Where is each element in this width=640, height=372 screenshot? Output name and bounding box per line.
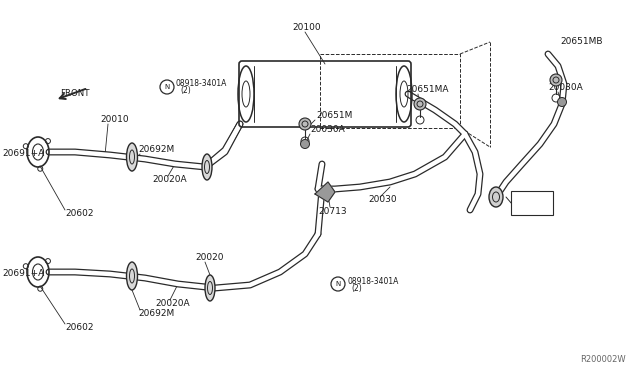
Text: 20651MA: 20651MA [406, 86, 449, 94]
Text: FRONT: FRONT [60, 89, 90, 97]
Circle shape [301, 140, 310, 148]
Ellipse shape [205, 275, 215, 301]
Text: 2040D: 2040D [514, 199, 541, 208]
Text: 20020A: 20020A [152, 176, 187, 185]
Text: N: N [164, 84, 170, 90]
Circle shape [550, 74, 562, 86]
Text: 20651M: 20651M [316, 112, 353, 121]
Text: (2): (2) [351, 283, 362, 292]
Circle shape [557, 97, 566, 106]
Text: 20692M: 20692M [138, 310, 174, 318]
Text: 20602: 20602 [65, 324, 93, 333]
Text: 20691+A: 20691+A [2, 269, 44, 279]
Text: 20692M: 20692M [138, 145, 174, 154]
Text: N: N [335, 281, 340, 287]
Text: 08918-3401A: 08918-3401A [176, 80, 227, 89]
Text: 20010: 20010 [100, 115, 129, 125]
Ellipse shape [127, 143, 138, 171]
Text: 08918-3401A: 08918-3401A [347, 276, 398, 285]
Ellipse shape [202, 154, 212, 180]
Ellipse shape [127, 262, 138, 290]
Circle shape [299, 118, 311, 130]
Text: 20020: 20020 [195, 253, 223, 263]
Text: 20602: 20602 [65, 209, 93, 218]
Text: 20020A: 20020A [155, 299, 189, 308]
Text: 20100: 20100 [292, 22, 321, 32]
Text: 20030: 20030 [368, 196, 397, 205]
Text: 20030A: 20030A [310, 125, 345, 135]
Polygon shape [315, 182, 335, 202]
Text: 20651MB: 20651MB [560, 38, 602, 46]
Ellipse shape [489, 187, 503, 207]
FancyBboxPatch shape [511, 191, 553, 215]
Text: 20713: 20713 [318, 206, 347, 215]
Text: 20030A: 20030A [548, 83, 583, 93]
Text: R200002W: R200002W [580, 356, 626, 365]
Text: 20691+A: 20691+A [2, 150, 44, 158]
Circle shape [414, 98, 426, 110]
Text: (2): (2) [180, 87, 191, 96]
